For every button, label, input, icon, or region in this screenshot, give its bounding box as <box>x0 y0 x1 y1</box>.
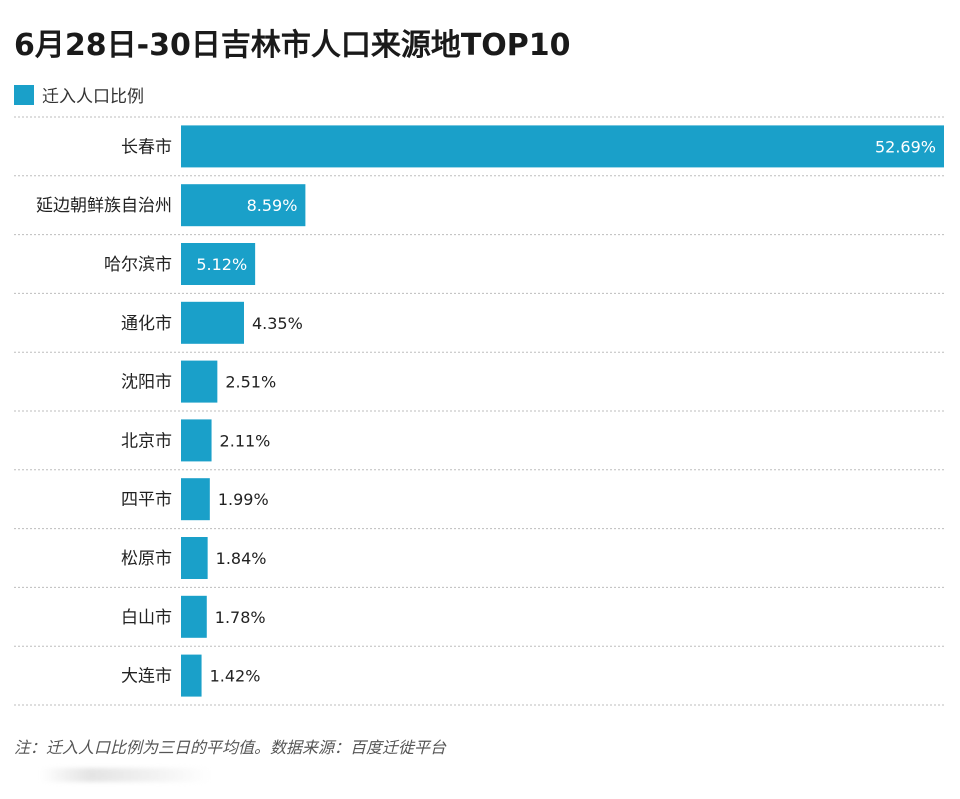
category-label: 沈阳市 <box>121 373 172 393</box>
legend: 迁入人口比例 <box>14 82 144 107</box>
bar <box>181 301 244 344</box>
value-label: 2.11% <box>220 431 271 450</box>
value-label: 2.51% <box>225 373 276 392</box>
bar <box>181 654 202 697</box>
category-label: 松原市 <box>121 549 172 569</box>
legend-swatch <box>14 84 34 105</box>
category-label: 通化市 <box>121 314 172 334</box>
value-label: 5.12% <box>196 255 247 274</box>
category-label: 白山市 <box>121 608 172 628</box>
category-label: 四平市 <box>121 490 172 510</box>
chart-title: 6月28日-30日吉林市人口来源地TOP10 <box>14 28 571 63</box>
category-label: 哈尔滨市 <box>104 255 172 275</box>
bar <box>181 125 944 168</box>
value-label: 8.59% <box>247 196 298 215</box>
category-label: 大连市 <box>121 667 172 687</box>
value-label: 1.84% <box>216 549 267 568</box>
bar <box>181 419 212 462</box>
bar <box>181 243 256 285</box>
value-label: 1.78% <box>215 608 266 627</box>
value-label: 4.35% <box>252 314 303 333</box>
category-label: 北京市 <box>121 431 172 451</box>
bar <box>181 537 208 579</box>
bar <box>181 478 210 521</box>
value-label: 1.42% <box>210 667 261 686</box>
category-label: 延边朝鲜族自治州 <box>36 196 172 216</box>
value-label: 52.69% <box>875 137 936 156</box>
bar <box>181 595 207 638</box>
footnote: 注：迁入人口比例为三日的平均值。数据来源：百度迁徙平台 <box>14 738 447 757</box>
value-label: 1.99% <box>218 490 269 509</box>
category-label: 长春市 <box>121 137 172 157</box>
bar-chart: 长春市 52.69% 延边朝鲜族自治州 8.59% 哈尔滨市 5.12% 通化市 4.35% 沈… <box>14 116 944 706</box>
bar <box>181 184 306 227</box>
legend-label: 迁入人口比例 <box>42 87 144 107</box>
bar <box>181 360 218 403</box>
blurred-watermark <box>40 768 210 782</box>
